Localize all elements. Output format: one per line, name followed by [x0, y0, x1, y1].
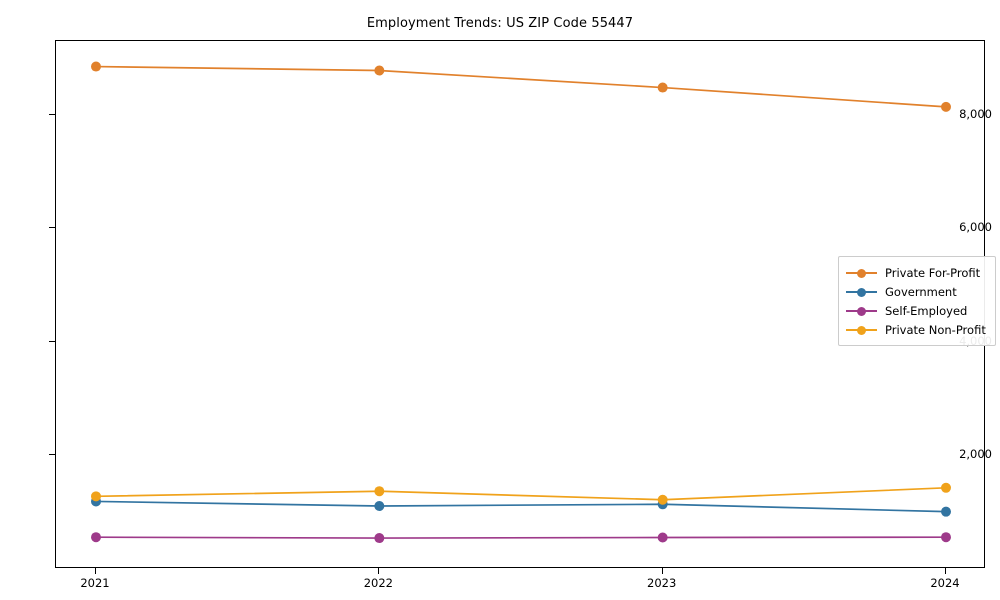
legend-item[interactable]: Private For-Profit: [846, 263, 986, 282]
legend-swatch-icon: [846, 305, 877, 317]
x-axis-tick-mark: [661, 568, 663, 574]
series-line: [95, 536, 947, 539]
data-point: [91, 532, 101, 543]
series-private-for-profit: [91, 61, 951, 112]
legend-swatch-icon: [846, 286, 877, 298]
y-axis-tick-mark: [49, 113, 55, 115]
legend-marker-icon: [857, 325, 866, 335]
data-point: [374, 533, 385, 544]
data-point: [941, 506, 951, 517]
legend-marker-icon: [857, 306, 866, 316]
x-axis-tick-mark: [378, 568, 380, 574]
data-point: [941, 482, 951, 493]
legend-item[interactable]: Private Non-Profit: [846, 320, 986, 339]
y-axis-tick-mark: [49, 454, 55, 456]
legend-item[interactable]: Government: [846, 282, 986, 301]
x-axis-tick-mark: [95, 568, 96, 574]
series-private-non-profit: [91, 482, 951, 505]
series-layer: [91, 61, 951, 544]
data-point: [91, 61, 101, 72]
data-point: [657, 82, 668, 93]
legend-marker-icon: [857, 268, 866, 278]
x-axis-tick-label: 2024: [930, 576, 960, 590]
chart-legend: Private For-Profit Government Self-Employe…: [838, 256, 996, 346]
legend-swatch-icon: [846, 267, 877, 279]
series-line: [95, 65, 947, 108]
chart-title: Employment Trends: US ZIP Code 55447: [366, 16, 634, 31]
y-axis-tick-mark: [49, 340, 55, 342]
data-point: [657, 494, 668, 505]
series-self-employed: [91, 532, 951, 544]
legend-label: Self-Employed: [885, 303, 968, 318]
data-point: [374, 486, 385, 497]
data-point: [941, 101, 951, 112]
legend-label: Private For-Profit: [885, 265, 981, 280]
legend-label: Private Non-Profit: [885, 322, 986, 337]
x-axis-tick-label: 2023: [647, 576, 677, 590]
series-line: [95, 486, 947, 501]
plot-area: [55, 40, 985, 568]
series-government: [91, 496, 951, 517]
data-point: [91, 491, 101, 502]
y-axis-tick-label: 2,000: [959, 447, 992, 462]
legend-swatch-icon: [846, 324, 877, 336]
legend-label: Government: [885, 284, 957, 299]
y-axis-tick-label: 8,000: [959, 106, 992, 121]
data-point: [657, 532, 668, 543]
plot-svg: [91, 61, 951, 544]
series-line: [95, 500, 947, 513]
legend-marker-icon: [857, 287, 866, 297]
data-point: [941, 532, 951, 543]
y-axis-tick-label: 6,000: [959, 220, 992, 235]
x-axis-tick-label: 2021: [80, 576, 110, 590]
y-axis-tick-mark: [49, 227, 55, 229]
data-point: [374, 65, 385, 76]
data-point: [374, 500, 385, 511]
x-axis-tick-mark: [945, 568, 946, 574]
x-axis-tick-label: 2022: [363, 576, 393, 590]
legend-item[interactable]: Self-Employed: [846, 301, 986, 320]
